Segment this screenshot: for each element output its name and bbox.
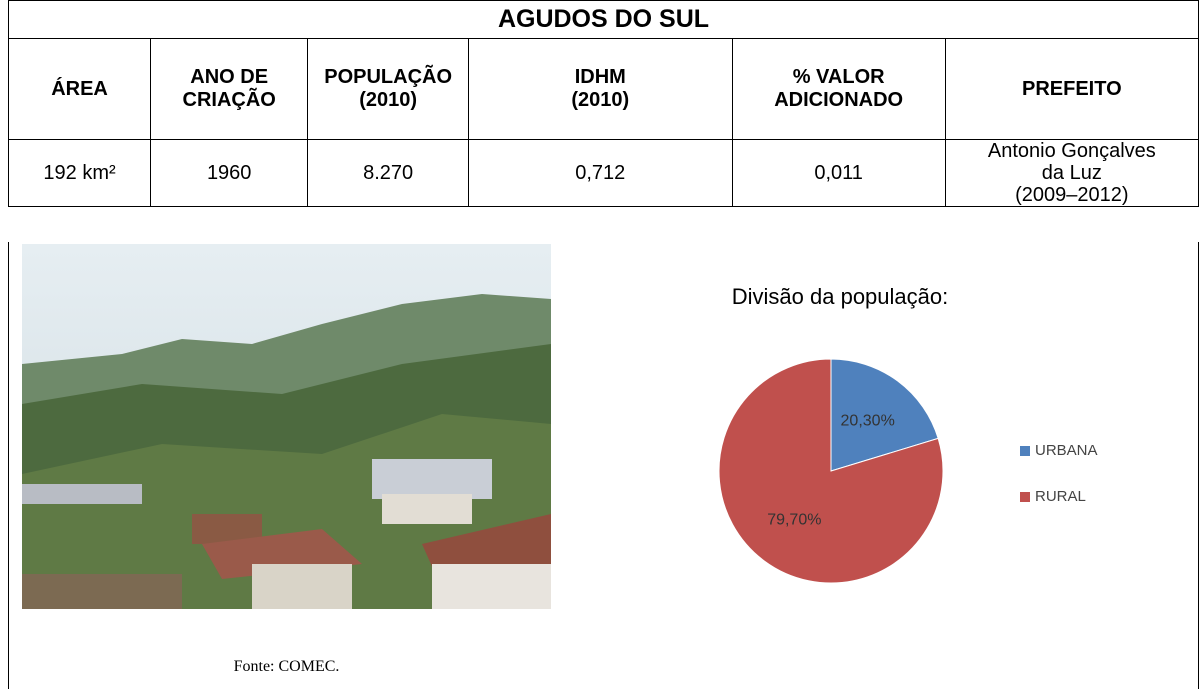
cell-line: (2010) (469, 89, 732, 112)
legend-label: URBANA (1035, 442, 1098, 459)
cell-line: PREFEITO (946, 78, 1198, 101)
column-header: POPULAÇÃO(2010) (308, 39, 469, 140)
cell-line: (2010) (308, 89, 468, 112)
cell-line: IDHM (469, 66, 732, 89)
cell-line: % VALOR (733, 66, 945, 89)
cell-line: 1960 (151, 162, 307, 184)
cell-line: 192 km² (9, 162, 150, 184)
legend-swatch (1020, 492, 1030, 502)
column-header: ÁREA (9, 39, 151, 140)
cell: 0,011 (732, 140, 945, 207)
cell-line: ANO DE (151, 66, 307, 89)
cell-line: ÁREA (9, 78, 150, 101)
cell-line: ADICIONADO (733, 89, 945, 112)
legend-label: RURAL (1035, 488, 1086, 505)
photo (22, 244, 551, 609)
title: AGUDOS DO SUL (9, 1, 1199, 39)
column-header: IDHM(2010) (468, 39, 732, 140)
legend-swatch (1020, 446, 1030, 456)
cell: 192 km² (9, 140, 151, 207)
cell: 0,712 (468, 140, 732, 207)
cell-line: 8.270 (308, 162, 468, 184)
pie-chart: Divisão da população: 20,30% URBANA 79,70%… (580, 244, 1199, 644)
cell-line: Antonio Gonçalves (946, 140, 1198, 162)
cell: 8.270 (308, 140, 469, 207)
chart-title: Divisão da população: (732, 284, 948, 309)
column-header: PREFEITO (945, 39, 1198, 140)
cell-line: 0,011 (733, 162, 945, 184)
cell-line: 0,712 (469, 162, 732, 184)
page: AGUDOS DO SUL ÁREAANO DECRIAÇÃOPOPULAÇÃO… (0, 0, 1199, 689)
data-label: 79,70% (767, 512, 821, 529)
data-label: 20,30% (841, 413, 895, 430)
cell-line: CRIAÇÃO (151, 89, 307, 112)
cell-line: (2009–2012) (946, 184, 1198, 206)
cell-line: da Luz (946, 162, 1198, 184)
photo-caption: Fonte: COMEC. (22, 658, 551, 676)
cell: 1960 (151, 140, 308, 207)
cell-line: POPULAÇÃO (308, 66, 468, 89)
